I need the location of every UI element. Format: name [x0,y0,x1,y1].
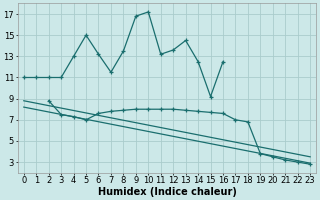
X-axis label: Humidex (Indice chaleur): Humidex (Indice chaleur) [98,187,236,197]
